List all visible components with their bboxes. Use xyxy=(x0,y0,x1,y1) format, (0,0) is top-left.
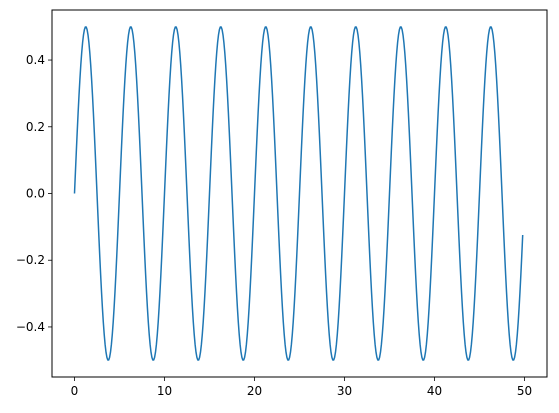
x-tick-label: 0 xyxy=(71,384,79,398)
y-tick-label: −0.2 xyxy=(16,253,45,267)
y-tick-label: 0.2 xyxy=(26,120,45,134)
x-axis: 0 10 20 30 40 50 xyxy=(71,377,532,398)
series-layer xyxy=(73,26,524,361)
x-tick-label: 40 xyxy=(427,384,442,398)
y-tick-label: −0.4 xyxy=(16,320,45,334)
x-tick-label: 20 xyxy=(247,384,262,398)
x-tick-label: 50 xyxy=(517,384,532,398)
y-tick-label: 0.0 xyxy=(26,187,45,201)
series-line-0 xyxy=(73,26,524,361)
x-tick-label: 10 xyxy=(157,384,172,398)
y-tick-label: 0.4 xyxy=(26,53,45,67)
y-axis: −0.4 −0.2 0.0 0.2 0.4 xyxy=(16,53,52,334)
x-tick-label: 30 xyxy=(337,384,352,398)
